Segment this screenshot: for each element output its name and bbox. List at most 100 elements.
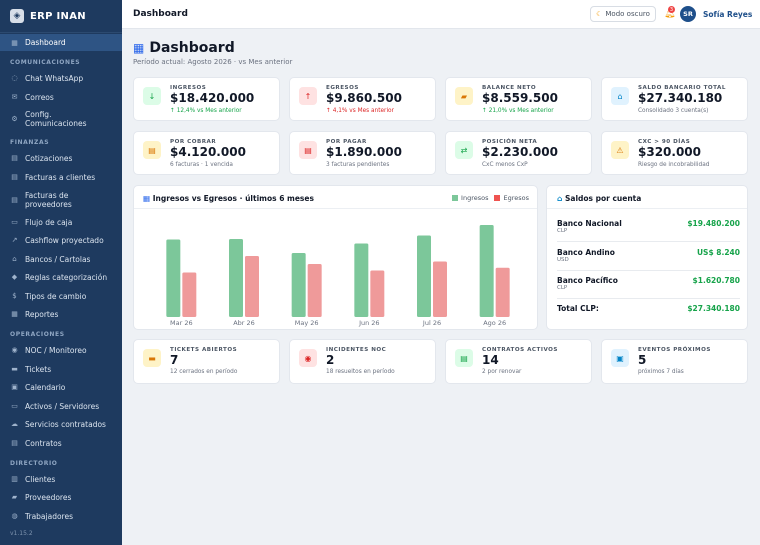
sidebar-item-config-comunicaciones[interactable]: ⚙ Config. Comunicaciones xyxy=(0,108,122,130)
kpi-label: INGRESOS xyxy=(170,85,207,91)
sidebar-item-servicios-contratados[interactable]: ☁ Servicios contratados xyxy=(0,417,122,431)
bar-egresos[interactable] xyxy=(182,272,197,318)
accounts-title: ⌂ Saldos por cuenta xyxy=(557,194,641,203)
stat-value: 5 xyxy=(638,353,647,367)
invoice-icon: ▤ xyxy=(11,173,18,181)
sidebar-item-facturas-proveedores[interactable]: ▤ Facturas de proveedores xyxy=(0,189,122,211)
bar-egresos[interactable] xyxy=(245,256,259,317)
topbar-title: Dashboard xyxy=(133,9,188,19)
sidebar-item-dashboard[interactable]: ▦ Dashboard xyxy=(0,34,122,51)
bar-ingresos[interactable] xyxy=(417,235,431,318)
chart-card: ▦ Ingresos vs Egresos · últimos 6 meses … xyxy=(133,185,538,330)
sidebar-item-reportes[interactable]: ▦ Reportes xyxy=(0,307,122,321)
warning-icon: ⚠ xyxy=(611,141,629,159)
stat-card[interactable]: ◉ INCIDENTES NOC 2 18 resueltos en perío… xyxy=(289,339,436,384)
page-title: ▦ Dashboard xyxy=(133,40,292,56)
brand-name: ERP INAN xyxy=(30,10,86,22)
bank-icon: ⌂ xyxy=(611,87,629,105)
kpi-subtext: Riesgo de incobrabilidad xyxy=(638,162,710,168)
stat-card[interactable]: ▤ CONTRATOS ACTIVOS 14 2 por renovar xyxy=(445,339,592,384)
sidebar-item-clientes[interactable]: ▥ Clientes xyxy=(0,472,122,486)
sidebar-item-activos-servidores[interactable]: ▭ Activos / Servidores xyxy=(0,399,122,413)
sidebar-item-label: Reglas categorización xyxy=(25,272,108,282)
stat-card[interactable]: ▬ TICKETS ABIERTOS 7 12 cerrados en perí… xyxy=(133,339,280,384)
account-row[interactable]: Banco Nacional CLP $19.480.200 xyxy=(557,214,740,242)
section-finanzas: FINANZAS xyxy=(10,139,50,146)
bar-ingresos[interactable] xyxy=(291,253,306,317)
sidebar-item-contratos[interactable]: ▤ Contratos xyxy=(0,436,122,450)
users-icon: ◍ xyxy=(11,512,18,520)
kpi-card[interactable]: ⇄ POSICIÓN NETA $2.230.000 CxC menos CxP xyxy=(445,131,592,175)
bell-icon[interactable]: 🔔︎ xyxy=(664,9,676,19)
kpi-subtext: Consolidado 3 cuenta(s) xyxy=(638,108,709,114)
sidebar-item-tickets[interactable]: ▬ Tickets xyxy=(0,362,122,376)
kpi-card[interactable]: ▰ BALANCE NETO $8.559.500 ↑ 21,0% vs Mes… xyxy=(445,77,592,121)
bar-ingresos[interactable] xyxy=(229,239,243,317)
bar-ingresos[interactable] xyxy=(479,225,494,317)
user-name[interactable]: Sofía Reyes xyxy=(703,10,753,19)
app-version: v1.15.2 xyxy=(10,530,33,537)
sidebar-item-trabajadores[interactable]: ◍ Trabajadores xyxy=(0,509,122,523)
satellite-icon: ◉ xyxy=(11,346,18,354)
sidebar-item-chat-whatsapp[interactable]: ◌ Chat WhatsApp xyxy=(0,71,122,85)
logo-icon: ◈ xyxy=(10,9,24,23)
sidebar-item-label: Servicios contratados xyxy=(25,419,106,429)
sidebar-item-tipos-cambio[interactable]: $ Tipos de cambio xyxy=(0,289,122,303)
brand[interactable]: ◈ ERP INAN xyxy=(0,0,122,33)
account-name: Banco Andino xyxy=(557,248,615,257)
bar-egresos[interactable] xyxy=(433,261,447,318)
account-row[interactable]: Banco Andino USD US$ 8.240 xyxy=(557,243,740,271)
sidebar-item-calendario[interactable]: ▣ Calendario xyxy=(0,380,122,394)
sidebar-item-facturas-clientes[interactable]: ▤ Facturas a clientes xyxy=(0,170,122,184)
x-tick-label: Jul 26 xyxy=(422,319,441,327)
sidebar-item-label: Facturas a clientes xyxy=(25,172,96,182)
chart-icon: ▦ xyxy=(11,38,18,47)
folder-icon: ▰ xyxy=(455,87,473,105)
account-row[interactable]: Banco Pacífico CLP $1.620.780 xyxy=(557,271,740,299)
arrow-up-icon: ↑ xyxy=(299,87,317,105)
stat-value: 7 xyxy=(170,353,179,367)
page-subtitle: Período actual: Agosto 2026 · vs Mes ant… xyxy=(133,58,293,66)
stat-card[interactable]: ▣ EVENTOS PRÓXIMOS 5 próximos 7 días xyxy=(601,339,748,384)
kpi-card[interactable]: ↑ EGRESOS $9.860.500 ↑ 4,1% vs Mes anter… xyxy=(289,77,436,121)
sidebar-item-proveedores[interactable]: ▰ Proveedores xyxy=(0,490,122,504)
trend-icon: ↗ xyxy=(11,236,18,244)
account-balance: $19.480.200 xyxy=(687,219,740,228)
bar-egresos[interactable] xyxy=(495,267,510,317)
chart-title-text: Ingresos vs Egresos · últimos 6 meses xyxy=(152,194,314,203)
bar-egresos[interactable] xyxy=(307,264,322,317)
sidebar-item-label: Trabajadores xyxy=(25,511,73,521)
account-balance: US$ 8.240 xyxy=(696,248,740,257)
sidebar-item-correos[interactable]: ✉ Correos xyxy=(0,90,122,104)
stat-label: INCIDENTES NOC xyxy=(326,347,387,353)
sidebar-item-cotizaciones[interactable]: ▤ Cotizaciones xyxy=(0,151,122,165)
legend-ingresos: Ingresos xyxy=(461,194,489,202)
kpi-card[interactable]: ⚠ CXC > 90 DÍAS $320.000 Riesgo de incob… xyxy=(601,131,748,175)
sidebar-item-bancos-cartolas[interactable]: ⌂ Bancos / Cartolas xyxy=(0,252,122,266)
bar-ingresos[interactable] xyxy=(166,239,181,318)
accounts-total-row: Total CLP: $27.340.180 xyxy=(557,299,740,327)
kpi-value: $320.000 xyxy=(638,145,702,159)
bar-ingresos[interactable] xyxy=(354,243,369,318)
sidebar-item-noc-monitoreo[interactable]: ◉ NOC / Monitoreo xyxy=(0,343,122,357)
account-currency: USD xyxy=(557,257,569,263)
kpi-subtext: ↑ 4,1% vs Mes anterior xyxy=(326,108,394,114)
kpi-card[interactable]: ⌂ SALDO BANCARIO TOTAL $27.340.180 Conso… xyxy=(601,77,748,121)
account-currency: CLP xyxy=(557,228,568,234)
sidebar-item-label: Tickets xyxy=(25,364,52,374)
kpi-card[interactable]: ▤ POR COBRAR $4.120.000 6 facturas · 1 v… xyxy=(133,131,280,175)
building-icon: ▥ xyxy=(11,475,18,483)
kpi-card[interactable]: ↓ INGRESOS $18.420.000 ↑ 12,4% vs Mes an… xyxy=(133,77,280,121)
section-directorio: DIRECTORIO xyxy=(10,460,58,467)
calendar-icon: ▣ xyxy=(611,349,629,367)
dark-mode-button[interactable]: ☾ Modo oscuro xyxy=(590,6,656,22)
kpi-card[interactable]: ▤ POR PAGAR $1.890.000 3 facturas pendie… xyxy=(289,131,436,175)
sidebar-item-label: Tipos de cambio xyxy=(25,291,87,301)
sidebar-item-flujo-caja[interactable]: ▭ Flujo de caja xyxy=(0,215,122,229)
bar-egresos[interactable] xyxy=(370,270,385,318)
sidebar-item-label: Reportes xyxy=(25,309,59,319)
sidebar-item-cashflow-proyectado[interactable]: ↗ Cashflow proyectado xyxy=(0,233,122,247)
avatar[interactable]: SR xyxy=(680,6,696,22)
sidebar-item-reglas-categorizacion[interactable]: ◆ Reglas categorización xyxy=(0,270,122,284)
account-currency: CLP xyxy=(557,285,568,291)
